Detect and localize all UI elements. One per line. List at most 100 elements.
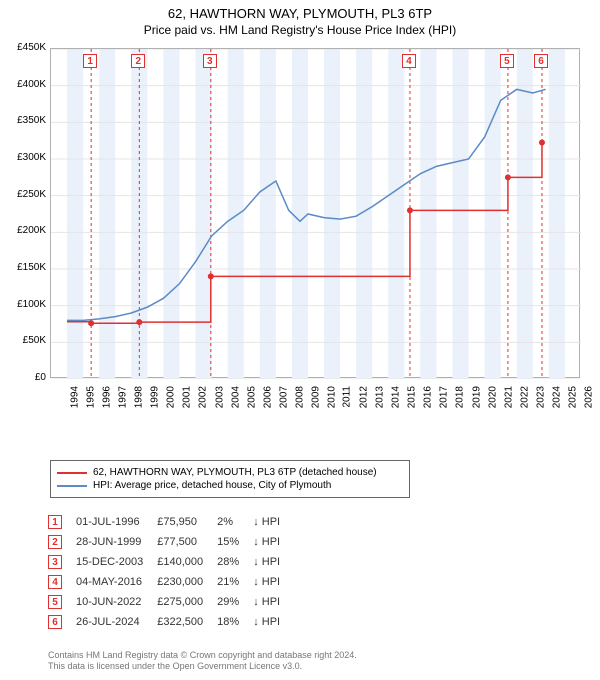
event-marker: 2 <box>131 54 145 68</box>
x-tick-label: 1994 <box>69 386 80 408</box>
y-tick-label: £150K <box>2 262 46 273</box>
row-pct: 15% <box>217 532 253 552</box>
row-price: £77,500 <box>157 532 217 552</box>
row-date: 10-JUN-2022 <box>76 592 157 612</box>
x-tick-label: 1996 <box>101 386 112 408</box>
x-tick-label: 2006 <box>262 386 273 408</box>
row-price: £230,000 <box>157 572 217 592</box>
y-tick-label: £350K <box>2 115 46 126</box>
row-pct: 18% <box>217 612 253 632</box>
y-tick-label: £100K <box>2 299 46 310</box>
row-date: 04-MAY-2016 <box>76 572 157 592</box>
y-tick-label: £0 <box>2 372 46 383</box>
x-tick-label: 2008 <box>294 386 305 408</box>
row-index: 1 <box>48 512 76 532</box>
row-pct: 2% <box>217 512 253 532</box>
sales-table: 101-JUL-1996£75,9502%↓ HPI228-JUN-1999£7… <box>48 512 294 632</box>
row-price: £322,500 <box>157 612 217 632</box>
x-tick-label: 2026 <box>583 386 594 408</box>
row-direction: ↓ HPI <box>253 592 294 612</box>
row-date: 26-JUL-2024 <box>76 612 157 632</box>
x-tick-label: 2025 <box>567 386 578 408</box>
table-row: 101-JUL-1996£75,9502%↓ HPI <box>48 512 294 532</box>
y-tick-label: £50K <box>2 335 46 346</box>
row-pct: 28% <box>217 552 253 572</box>
legend-label: HPI: Average price, detached house, City… <box>93 480 331 491</box>
row-direction: ↓ HPI <box>253 512 294 532</box>
x-tick-label: 2000 <box>166 386 177 408</box>
x-tick-label: 2014 <box>390 386 401 408</box>
row-index: 4 <box>48 572 76 592</box>
x-tick-label: 2002 <box>198 386 209 408</box>
x-tick-label: 2004 <box>230 386 241 408</box>
row-date: 15-DEC-2003 <box>76 552 157 572</box>
footer-line-1: Contains HM Land Registry data © Crown c… <box>48 650 357 661</box>
x-tick-label: 2017 <box>439 386 450 408</box>
legend-swatch <box>57 485 87 487</box>
x-tick-label: 2023 <box>535 386 546 408</box>
plot-svg <box>51 49 581 379</box>
x-tick-label: 2007 <box>278 386 289 408</box>
chart-container: 62, HAWTHORN WAY, PLYMOUTH, PL3 6TP Pric… <box>0 0 600 680</box>
legend-swatch <box>57 472 87 474</box>
row-index: 5 <box>48 592 76 612</box>
event-marker: 3 <box>203 54 217 68</box>
x-tick-label: 1998 <box>133 386 144 408</box>
x-tick-label: 1997 <box>117 386 128 408</box>
row-date: 28-JUN-1999 <box>76 532 157 552</box>
row-direction: ↓ HPI <box>253 552 294 572</box>
x-tick-label: 2009 <box>310 386 321 408</box>
table-row: 404-MAY-2016£230,00021%↓ HPI <box>48 572 294 592</box>
legend: 62, HAWTHORN WAY, PLYMOUTH, PL3 6TP (det… <box>50 460 410 498</box>
row-pct: 29% <box>217 592 253 612</box>
chart-area: £0£50K£100K£150K£200K£250K£300K£350K£400… <box>0 48 600 418</box>
legend-row: HPI: Average price, detached house, City… <box>57 480 403 491</box>
table-row: 510-JUN-2022£275,00029%↓ HPI <box>48 592 294 612</box>
y-tick-label: £200K <box>2 225 46 236</box>
row-pct: 21% <box>217 572 253 592</box>
x-tick-label: 1995 <box>85 386 96 408</box>
event-marker: 5 <box>500 54 514 68</box>
page-subtitle: Price paid vs. HM Land Registry's House … <box>0 21 600 37</box>
row-index: 2 <box>48 532 76 552</box>
x-tick-label: 2011 <box>342 386 353 408</box>
footer-line-2: This data is licensed under the Open Gov… <box>48 661 357 672</box>
y-tick-label: £250K <box>2 189 46 200</box>
table-row: 228-JUN-1999£77,50015%↓ HPI <box>48 532 294 552</box>
row-price: £75,950 <box>157 512 217 532</box>
x-tick-label: 2010 <box>326 386 337 408</box>
x-tick-label: 2019 <box>471 386 482 408</box>
event-marker: 1 <box>83 54 97 68</box>
page-title: 62, HAWTHORN WAY, PLYMOUTH, PL3 6TP <box>0 0 600 21</box>
row-date: 01-JUL-1996 <box>76 512 157 532</box>
y-tick-label: £300K <box>2 152 46 163</box>
x-tick-label: 2003 <box>214 386 225 408</box>
event-marker: 4 <box>402 54 416 68</box>
x-tick-label: 2016 <box>423 386 434 408</box>
plot-area <box>50 48 580 378</box>
x-tick-label: 2001 <box>182 386 193 408</box>
row-index: 3 <box>48 552 76 572</box>
legend-label: 62, HAWTHORN WAY, PLYMOUTH, PL3 6TP (det… <box>93 467 377 478</box>
footer: Contains HM Land Registry data © Crown c… <box>48 650 357 672</box>
y-tick-label: £450K <box>2 42 46 53</box>
x-tick-label: 2018 <box>455 386 466 408</box>
row-index: 6 <box>48 612 76 632</box>
legend-row: 62, HAWTHORN WAY, PLYMOUTH, PL3 6TP (det… <box>57 467 403 478</box>
table-row: 315-DEC-2003£140,00028%↓ HPI <box>48 552 294 572</box>
row-price: £275,000 <box>157 592 217 612</box>
x-tick-label: 2013 <box>374 386 385 408</box>
x-tick-label: 2022 <box>519 386 530 408</box>
x-tick-label: 1999 <box>150 386 161 408</box>
x-tick-label: 2015 <box>407 386 418 408</box>
x-tick-label: 2020 <box>487 386 498 408</box>
row-direction: ↓ HPI <box>253 572 294 592</box>
x-tick-label: 2012 <box>358 386 369 408</box>
x-tick-label: 2024 <box>551 386 562 408</box>
row-direction: ↓ HPI <box>253 532 294 552</box>
row-price: £140,000 <box>157 552 217 572</box>
row-direction: ↓ HPI <box>253 612 294 632</box>
x-tick-label: 2021 <box>503 386 514 408</box>
event-marker: 6 <box>534 54 548 68</box>
x-tick-label: 2005 <box>246 386 257 408</box>
